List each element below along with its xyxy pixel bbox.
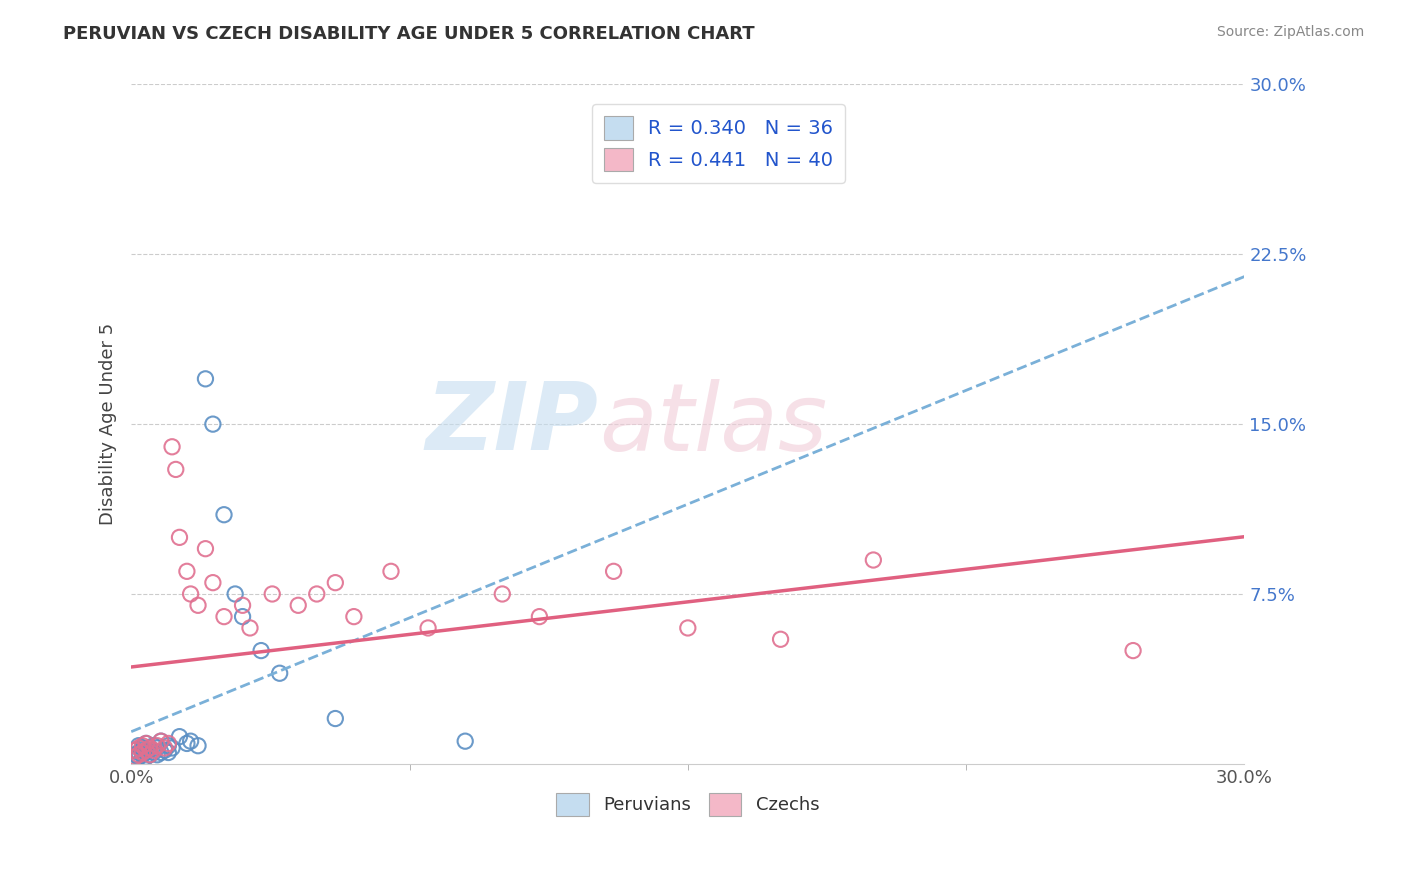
Point: [232, 599, 254, 613]
Point: [131, 746, 153, 760]
Point: [201, 575, 224, 590]
Point: [128, 747, 150, 762]
Point: [232, 609, 254, 624]
Point: [160, 440, 183, 454]
Point: [187, 599, 209, 613]
Point: [124, 743, 146, 757]
Point: [323, 712, 346, 726]
Point: [157, 739, 180, 753]
Point: [157, 736, 180, 750]
Point: [139, 747, 162, 762]
Point: [176, 565, 198, 579]
Text: ZIP: ZIP: [426, 378, 599, 470]
Point: [187, 739, 209, 753]
Point: [142, 746, 165, 760]
Point: [142, 739, 165, 753]
Text: atlas: atlas: [599, 378, 827, 469]
Point: [224, 587, 246, 601]
Point: [176, 736, 198, 750]
Point: [149, 734, 172, 748]
Point: [153, 743, 176, 757]
Point: [1122, 643, 1144, 657]
Point: [146, 741, 169, 756]
Point: [194, 541, 217, 556]
Point: [135, 736, 157, 750]
Point: [262, 587, 284, 601]
Point: [124, 750, 146, 764]
Point: [131, 747, 153, 762]
Point: [323, 575, 346, 590]
Point: [305, 587, 328, 601]
Point: [142, 743, 165, 757]
Point: [201, 417, 224, 431]
Point: [239, 621, 262, 635]
Point: [491, 587, 513, 601]
Point: [146, 739, 169, 753]
Point: [139, 741, 162, 756]
Point: [128, 739, 150, 753]
Point: [146, 747, 169, 762]
Point: [131, 741, 153, 756]
Point: [212, 508, 235, 522]
Point: [180, 587, 202, 601]
Point: [131, 743, 153, 757]
Point: [287, 599, 309, 613]
Point: [529, 609, 551, 624]
Point: [212, 609, 235, 624]
Text: PERUVIAN VS CZECH DISABILITY AGE UNDER 5 CORRELATION CHART: PERUVIAN VS CZECH DISABILITY AGE UNDER 5…: [63, 25, 755, 43]
Point: [157, 746, 180, 760]
Point: [380, 565, 402, 579]
Point: [149, 746, 172, 760]
Point: [135, 736, 157, 750]
Point: [153, 741, 176, 756]
Point: [454, 734, 477, 748]
Point: [169, 530, 191, 544]
Point: [343, 609, 366, 624]
Point: [160, 741, 183, 756]
Point: [180, 734, 202, 748]
Point: [135, 750, 157, 764]
Point: [769, 632, 792, 647]
Point: [194, 372, 217, 386]
Point: [124, 743, 146, 757]
Point: [676, 621, 699, 635]
Point: [124, 747, 146, 762]
Point: [131, 739, 153, 753]
Point: [269, 666, 291, 681]
Point: [128, 750, 150, 764]
Point: [128, 746, 150, 760]
Y-axis label: Disability Age Under 5: Disability Age Under 5: [100, 323, 117, 525]
Point: [250, 643, 273, 657]
Point: [169, 730, 191, 744]
Point: [149, 734, 172, 748]
Point: [416, 621, 439, 635]
Point: [165, 462, 187, 476]
Text: Source: ZipAtlas.com: Source: ZipAtlas.com: [1216, 25, 1364, 39]
Point: [862, 553, 884, 567]
Point: [128, 741, 150, 756]
Point: [135, 743, 157, 757]
Point: [139, 747, 162, 762]
Point: [139, 741, 162, 756]
Point: [602, 565, 624, 579]
Point: [135, 746, 157, 760]
Legend: Peruvians, Czechs: Peruvians, Czechs: [548, 786, 827, 822]
